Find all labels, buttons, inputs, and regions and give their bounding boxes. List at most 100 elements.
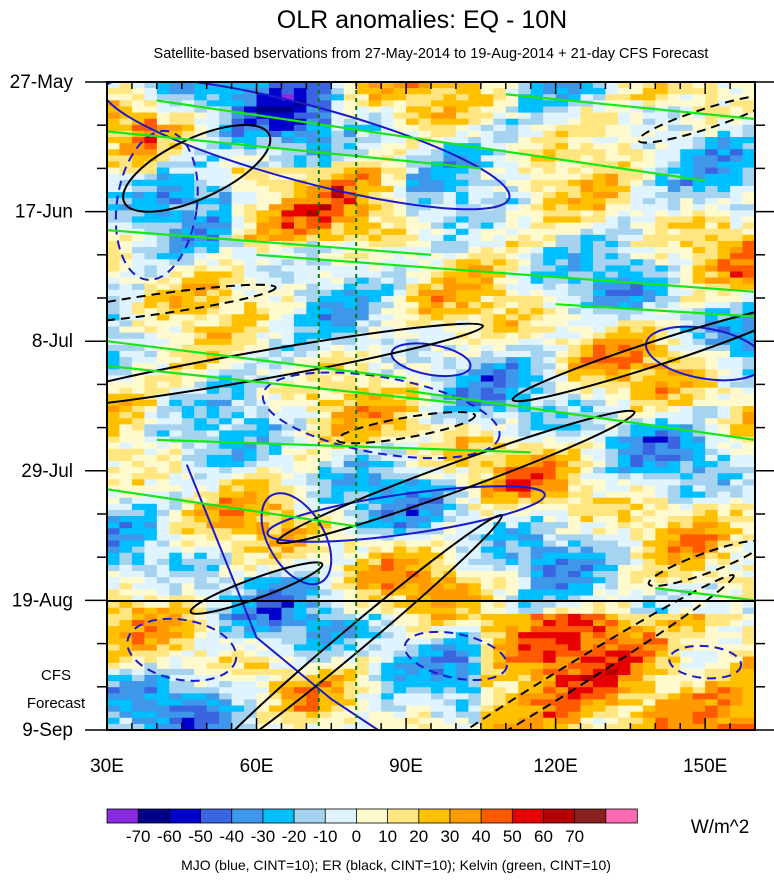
olr-cell	[119, 638, 133, 646]
olr-cell	[742, 546, 755, 554]
olr-cell	[131, 259, 145, 266]
olr-cell	[269, 534, 283, 542]
olr-cell	[742, 283, 755, 291]
olr-cell	[206, 247, 220, 254]
olr-cell	[605, 308, 619, 315]
olr-cell	[580, 571, 594, 578]
olr-cell	[231, 344, 245, 352]
olr-cell	[131, 473, 145, 480]
olr-cell	[281, 167, 295, 175]
olr-cell	[655, 185, 669, 193]
olr-cell	[555, 522, 569, 529]
olr-cell	[468, 179, 482, 187]
olr-cell	[231, 332, 245, 340]
olr-cell	[642, 528, 656, 535]
olr-cell	[156, 192, 170, 199]
olr-cell	[306, 198, 320, 205]
olr-cell	[555, 240, 569, 248]
olr-cell	[443, 595, 457, 603]
olr-cell	[131, 375, 145, 383]
olr-cell	[493, 240, 507, 248]
olr-cell	[281, 430, 295, 438]
olr-cell	[206, 216, 220, 224]
olr-cell	[717, 320, 731, 328]
olr-cell	[418, 210, 432, 218]
olr-cell	[331, 357, 345, 364]
olr-cell	[269, 656, 283, 664]
olr-cell	[381, 595, 395, 603]
olr-cell	[617, 626, 631, 633]
olr-cell	[393, 387, 407, 395]
olr-cell	[318, 332, 332, 340]
olr-cell	[107, 540, 121, 548]
olr-cell	[418, 332, 432, 340]
olr-cell	[406, 308, 420, 315]
olr-cell	[406, 577, 420, 584]
olr-cell	[406, 106, 420, 114]
olr-cell	[630, 497, 644, 505]
olr-cell	[131, 668, 145, 676]
olr-cell	[555, 357, 569, 364]
olr-cell	[206, 271, 220, 279]
olr-cell	[306, 589, 320, 597]
olr-cell	[692, 247, 706, 254]
olr-cell	[169, 552, 183, 560]
olr-cell	[493, 161, 507, 169]
olr-cell	[443, 418, 457, 425]
olr-cell	[144, 418, 158, 425]
olr-cell	[543, 326, 557, 334]
olr-cell	[144, 503, 158, 511]
olr-cell	[181, 277, 195, 285]
olr-cell	[206, 638, 220, 646]
olr-cell	[530, 546, 544, 554]
olr-cell	[131, 112, 145, 120]
olr-cell	[543, 503, 557, 511]
olr-cell	[144, 302, 158, 309]
olr-cell	[605, 399, 619, 407]
olr-cell	[119, 210, 133, 218]
olr-cell	[393, 644, 407, 652]
olr-cell	[680, 204, 694, 211]
olr-cell	[655, 228, 669, 236]
olr-cell	[169, 406, 183, 413]
olr-cell	[717, 491, 731, 499]
olr-cell	[231, 155, 245, 163]
olr-cell	[642, 558, 656, 566]
olr-cell	[194, 491, 208, 499]
olr-cell	[717, 546, 731, 554]
olr-cell	[306, 375, 320, 383]
olr-cell	[281, 626, 295, 633]
olr-cell	[331, 228, 345, 236]
olr-cell	[468, 314, 482, 322]
olr-cell	[493, 198, 507, 205]
olr-cell	[181, 589, 195, 597]
olr-cell	[144, 461, 158, 468]
olr-cell	[468, 558, 482, 566]
olr-cell	[281, 100, 295, 108]
olr-cell	[131, 124, 145, 132]
olr-cell	[717, 522, 731, 529]
olr-cell	[605, 436, 619, 444]
olr-cell	[593, 228, 607, 236]
olr-cell	[642, 320, 656, 328]
olr-cell	[181, 650, 195, 658]
olr-cell	[705, 88, 719, 95]
olr-cell	[206, 314, 220, 322]
olr-cell	[680, 509, 694, 517]
olr-cell	[431, 638, 445, 646]
olr-cell	[705, 656, 719, 664]
olr-cell	[281, 601, 295, 609]
olr-cell	[505, 363, 519, 370]
olr-cell	[181, 308, 195, 315]
olr-cell	[381, 357, 395, 364]
olr-cell	[630, 399, 644, 407]
olr-cell	[194, 173, 208, 181]
olr-cell	[480, 424, 494, 432]
olr-cell	[131, 528, 145, 535]
olr-cell	[667, 399, 681, 407]
olr-cell	[717, 173, 731, 181]
olr-cell	[730, 88, 744, 95]
olr-cell	[119, 179, 133, 187]
olr-cell	[680, 265, 694, 273]
olr-cell	[431, 461, 445, 468]
